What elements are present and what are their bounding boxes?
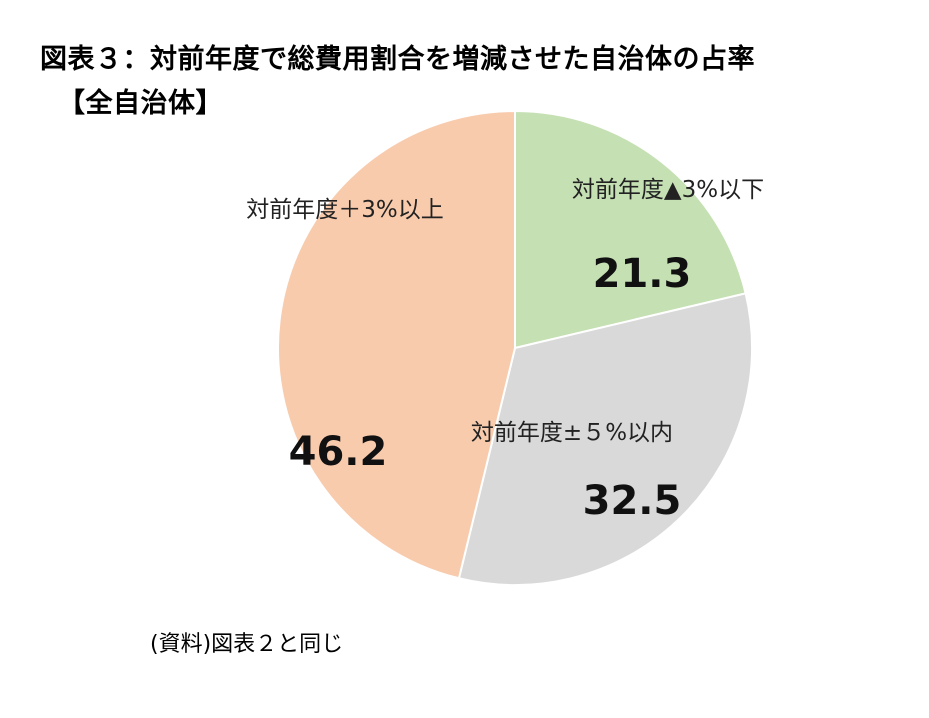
source-note: (資料)図表２と同じ <box>150 632 344 657</box>
chart-title: 図表３：対前年度で総費用割合を増減させた自治体の占率 【全自治体】 <box>40 38 755 126</box>
slice-category-label: 対前年度▲3%以下 <box>572 177 764 203</box>
slice-value-label: 32.5 <box>583 478 682 524</box>
pie-slice-increase <box>277 109 516 580</box>
pie-labels: 対前年度▲3%以下 21.3 対前年度±５%以内 32.5 対前年度＋3%以上 46.2 <box>246 177 764 524</box>
chart-title-line2: 【全自治体】 <box>58 88 223 119</box>
slice-category-label: 対前年度＋3%以上 <box>246 197 444 223</box>
pie-slices <box>277 109 753 586</box>
chart-title-line1: 図表３：対前年度で総費用割合を増減させた自治体の占率 <box>40 44 755 75</box>
pie-slice-decrease <box>514 109 747 350</box>
slice-value-label: 21.3 <box>593 251 692 297</box>
pie-slice-flat <box>457 292 753 586</box>
slice-category-label: 対前年度±５%以内 <box>471 420 673 446</box>
slice-value-label: 46.2 <box>289 429 388 475</box>
